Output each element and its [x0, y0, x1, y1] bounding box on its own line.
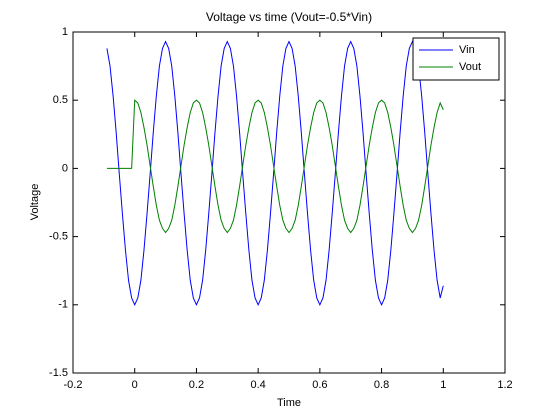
- y-tick-label: -0.5: [49, 231, 68, 243]
- plot-frame: [72, 31, 506, 374]
- line-series: [106, 40, 444, 307]
- x-tick-label: 0.8: [374, 379, 389, 391]
- x-axis-label: Time: [277, 397, 301, 409]
- y-tick-label: 0: [62, 162, 68, 174]
- x-tick-label: 0.6: [312, 379, 327, 391]
- legend-box: [412, 37, 500, 81]
- legend-label: Vout: [459, 61, 481, 73]
- line-series: [106, 99, 444, 234]
- legend-label: Vin: [459, 44, 475, 56]
- y-tick-label: -1: [58, 299, 68, 311]
- x-tick-label: 1: [440, 379, 446, 391]
- x-tick-label: 0.4: [250, 379, 265, 391]
- y-tick-label: 1: [62, 26, 68, 38]
- x-tick-label: -0.2: [64, 379, 83, 391]
- chart-title: Voltage vs time (Vout=-0.5*Vin): [206, 10, 372, 24]
- x-tick-label: 0.2: [189, 379, 204, 391]
- x-tick-label: 1.2: [497, 379, 512, 391]
- y-tick-label: -1.5: [49, 367, 68, 379]
- y-tick-label: 0.5: [53, 94, 68, 106]
- x-tick-label: 0: [132, 379, 138, 391]
- y-axis-label: Voltage: [29, 184, 41, 221]
